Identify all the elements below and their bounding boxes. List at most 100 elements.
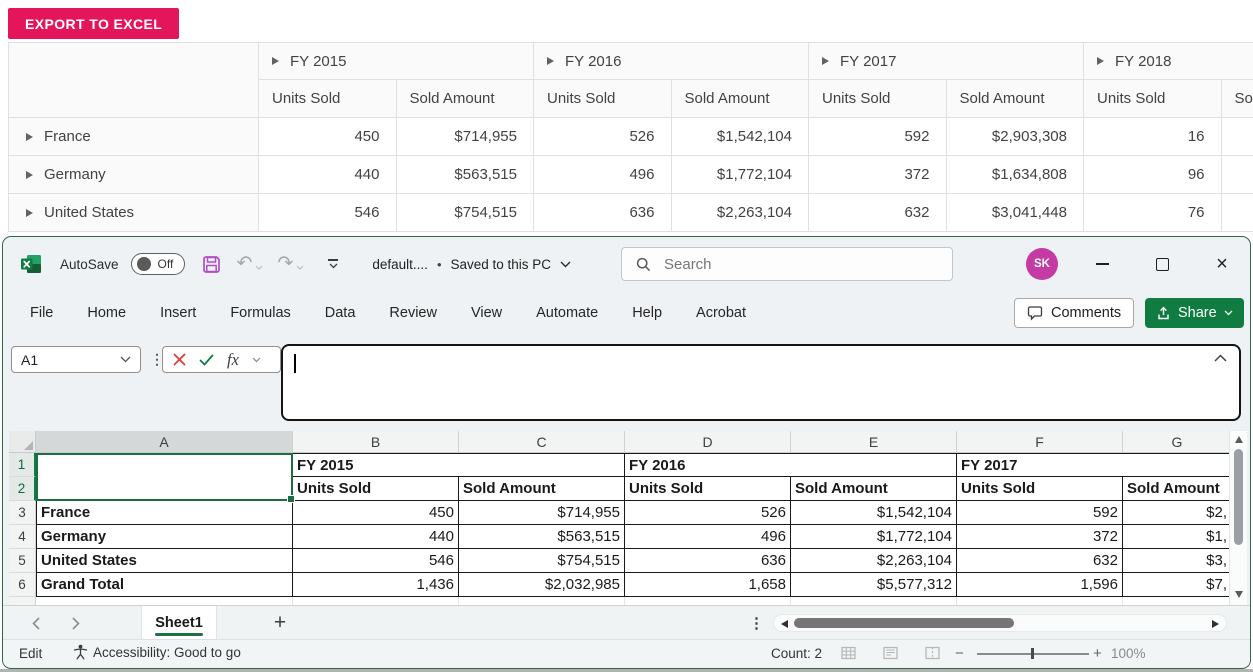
- next-sheet-icon[interactable]: [61, 606, 91, 640]
- horizontal-scrollbar[interactable]: [773, 614, 1227, 632]
- redo-icon[interactable]: ↷: [277, 253, 294, 274]
- empty-cell[interactable]: [957, 597, 1123, 605]
- column-header-e[interactable]: E: [791, 431, 957, 453]
- cell-c2[interactable]: Sold Amount: [459, 477, 625, 501]
- cell-g6[interactable]: $7,: [1123, 573, 1231, 597]
- expand-triangle-icon[interactable]: [26, 170, 33, 179]
- column-header-a[interactable]: A: [36, 431, 293, 453]
- vertical-scrollbar-thumb[interactable]: [1234, 449, 1243, 545]
- cell-c4[interactable]: $563,515: [459, 525, 625, 549]
- cell-f6[interactable]: 1,596: [957, 573, 1123, 597]
- expand-triangle-icon[interactable]: [272, 57, 279, 65]
- cell-a3[interactable]: France: [36, 501, 293, 525]
- scroll-left-icon[interactable]: [781, 619, 788, 628]
- scroll-right-icon[interactable]: [1212, 619, 1219, 628]
- column-header-c[interactable]: C: [459, 431, 625, 453]
- cell-e6[interactable]: $5,577,312: [791, 573, 957, 597]
- empty-cell[interactable]: [791, 597, 957, 605]
- zoom-level[interactable]: 100%: [1111, 646, 1146, 661]
- pivot-row-header-germany[interactable]: Germany: [9, 156, 259, 194]
- tab-file[interactable]: File: [30, 305, 54, 321]
- undo-icon[interactable]: ↶: [236, 253, 253, 274]
- comments-button[interactable]: Comments: [1014, 298, 1135, 328]
- autosave-toggle[interactable]: Off: [130, 253, 185, 275]
- share-button[interactable]: Share: [1145, 298, 1244, 328]
- column-header-g[interactable]: G: [1123, 431, 1231, 453]
- horizontal-scrollbar-thumb[interactable]: [794, 618, 1014, 628]
- cell-f1[interactable]: FY 2017: [957, 453, 1231, 477]
- export-to-excel-button[interactable]: EXPORT TO EXCEL: [8, 8, 180, 39]
- row-header-5[interactable]: 5: [9, 549, 36, 573]
- tab-help[interactable]: Help: [632, 305, 663, 321]
- tab-review[interactable]: Review: [389, 305, 437, 321]
- empty-cell[interactable]: [36, 597, 293, 605]
- cell-g4[interactable]: $1,: [1123, 525, 1231, 549]
- save-icon[interactable]: [202, 255, 221, 274]
- zoom-out-icon[interactable]: −: [955, 645, 964, 662]
- row-header-2[interactable]: 2: [9, 477, 36, 501]
- selected-cell-a1[interactable]: [36, 453, 295, 503]
- cell-g3[interactable]: $2,: [1123, 501, 1231, 525]
- scroll-down-icon[interactable]: [1235, 591, 1243, 598]
- empty-cell[interactable]: [459, 597, 625, 605]
- insert-function-icon[interactable]: fx: [227, 349, 239, 369]
- search-input[interactable]: Search: [621, 247, 953, 281]
- cell-d3[interactable]: 526: [625, 501, 791, 525]
- cell-d5[interactable]: 636: [625, 549, 791, 573]
- add-sheet-button[interactable]: +: [273, 611, 287, 634]
- row-header-1[interactable]: 1: [9, 453, 36, 477]
- zoom-slider-knob[interactable]: [1031, 648, 1034, 659]
- name-box-chevron-icon[interactable]: [120, 356, 131, 363]
- cell-f4[interactable]: 372: [957, 525, 1123, 549]
- cell-d4[interactable]: 496: [625, 525, 791, 549]
- column-header-d[interactable]: D: [625, 431, 791, 453]
- cell-d2[interactable]: Units Sold: [625, 477, 791, 501]
- close-button[interactable]: ×: [1200, 237, 1244, 291]
- cell-b5[interactable]: 546: [293, 549, 459, 573]
- cancel-icon[interactable]: [173, 353, 186, 366]
- cell-mode-indicator[interactable]: Edit: [19, 646, 43, 661]
- cell-g5[interactable]: $3,: [1123, 549, 1231, 573]
- vertical-scrollbar[interactable]: [1229, 431, 1247, 605]
- redo-dropdown-chevron-icon[interactable]: [296, 265, 304, 270]
- name-box[interactable]: A1: [11, 346, 141, 373]
- scrollbar-options-handle[interactable]: ⋮: [749, 615, 764, 632]
- expand-triangle-icon[interactable]: [547, 57, 554, 65]
- count-indicator[interactable]: Count: 2: [771, 646, 823, 661]
- empty-cell[interactable]: [1123, 597, 1231, 605]
- sheet-tab-sheet1[interactable]: Sheet1: [141, 606, 217, 639]
- pivot-year-header-fy2016[interactable]: FY 2016: [534, 43, 809, 80]
- cell-d6[interactable]: 1,658: [625, 573, 791, 597]
- cell-d1[interactable]: FY 2016: [625, 453, 957, 477]
- tab-home[interactable]: Home: [87, 305, 127, 321]
- pivot-row-header-united-states[interactable]: United States: [9, 194, 259, 232]
- cell-f5[interactable]: 632: [957, 549, 1123, 573]
- save-status[interactable]: Saved to this PC: [450, 256, 552, 272]
- quick-access-toolbar-icon[interactable]: [328, 259, 339, 269]
- collapse-formula-bar-icon[interactable]: [1214, 354, 1227, 362]
- expand-triangle-icon[interactable]: [26, 208, 33, 217]
- excel-logo-icon[interactable]: [21, 254, 42, 274]
- cell-a4[interactable]: Germany: [36, 525, 293, 549]
- undo-dropdown-chevron-icon[interactable]: [255, 265, 263, 270]
- maximize-button[interactable]: [1140, 237, 1184, 291]
- expand-triangle-icon[interactable]: [1097, 57, 1104, 65]
- page-break-preview-icon[interactable]: [925, 646, 940, 660]
- enter-check-icon[interactable]: [199, 354, 214, 366]
- row-header-3[interactable]: 3: [9, 501, 36, 525]
- document-title[interactable]: default....: [372, 256, 428, 272]
- cell-b4[interactable]: 440: [293, 525, 459, 549]
- cell-b2[interactable]: Units Sold: [293, 477, 459, 501]
- cell-b3[interactable]: 450: [293, 501, 459, 525]
- row-header-6[interactable]: 6: [9, 573, 36, 597]
- page-layout-view-icon[interactable]: [883, 646, 898, 660]
- minimize-button[interactable]: [1080, 237, 1124, 291]
- previous-sheet-icon[interactable]: [21, 606, 51, 640]
- tab-automate[interactable]: Automate: [536, 305, 599, 321]
- formula-input[interactable]: [281, 344, 1241, 421]
- cell-e3[interactable]: $1,542,104: [791, 501, 957, 525]
- account-avatar[interactable]: SK: [1026, 248, 1058, 280]
- pivot-year-header-fy2017[interactable]: FY 2017: [809, 43, 1084, 80]
- tab-formulas[interactable]: Formulas: [230, 305, 291, 321]
- fx-chevron-icon[interactable]: [252, 357, 261, 363]
